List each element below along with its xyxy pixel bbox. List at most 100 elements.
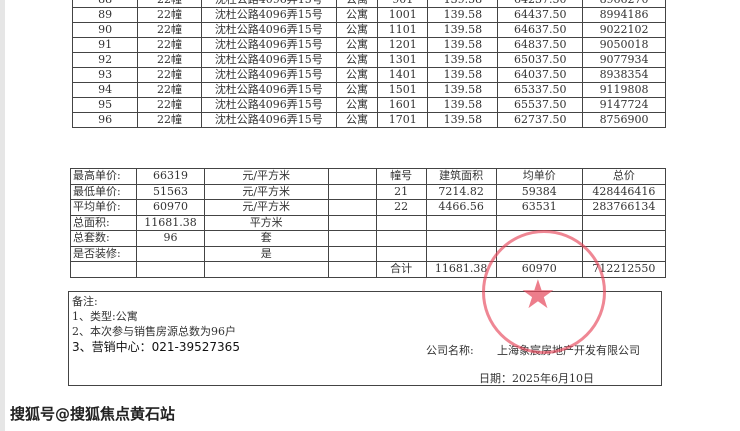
table-cell: 21: [375, 183, 427, 200]
company-label: 公司名称:: [426, 344, 474, 357]
table-cell: 9050018: [582, 37, 666, 53]
table-cell: 59384: [495, 183, 583, 200]
table-cell: 8756900: [582, 112, 666, 128]
table-cell: 公寓: [335, 7, 379, 23]
table-cell: [136, 245, 205, 262]
table-cell: 公寓: [335, 37, 379, 53]
table-cell: 22幢: [137, 97, 202, 113]
table-cell: 64437.50: [497, 7, 584, 23]
table-cell: 139.58: [427, 52, 499, 68]
table-row: 最低单价: 51563 元/平方米 21 7214.82 59384 428446416: [69, 183, 667, 200]
table-cell: 总套数:: [69, 230, 138, 247]
table-cell: 139.58: [427, 0, 499, 8]
table-cell: [327, 168, 377, 185]
watermark: 搜狐号@搜狐焦点黄石站: [10, 405, 176, 423]
table-cell: 712212550: [581, 261, 667, 278]
table-cell: 公寓: [335, 52, 379, 68]
table-row: 89 22幢 沈杜公路4096弄15号 公寓 1001 139.58 64437.50 899…: [71, 7, 666, 23]
table-cell: 沈杜公路4096弄15号: [200, 7, 337, 23]
table-cell: [495, 230, 583, 247]
table-cell: 7214.82: [425, 183, 497, 200]
table-cell: 139.58: [427, 22, 499, 38]
table-cell: 最低单价:: [69, 183, 138, 200]
table-cell: 平均单价:: [69, 199, 138, 216]
table-row: 合计 11681.38 60970 712212550: [69, 261, 667, 278]
table-cell: 94: [71, 82, 139, 98]
table-cell: [375, 245, 427, 262]
table-cell: 92: [71, 52, 139, 68]
summary-table: 最高单价: 66319 元/平方米 幢号 建筑面积 均单价 总价 最低单价: 51563 元/平方…: [69, 168, 667, 278]
table-cell: 283766134: [581, 199, 667, 216]
table-cell: 1101: [377, 22, 429, 38]
table-row: 90 22幢 沈杜公路4096弄15号 公寓 1101 139.58 64637.50 902…: [71, 22, 666, 38]
table-cell: 1201: [377, 37, 429, 53]
table-cell: [327, 245, 377, 262]
table-row: 8822幢沈杜公路4096弄15号公寓901139.5864237.508966…: [71, 0, 666, 8]
table-row: 总面积: 11681.38 平方米: [69, 214, 667, 231]
table-cell: 66319: [136, 168, 205, 185]
table-cell: [327, 261, 377, 278]
note-item: 1、类型:公寓: [72, 310, 138, 323]
table-cell: 1501: [377, 82, 429, 98]
table-cell: [136, 261, 205, 278]
table-cell: 平方米: [203, 214, 329, 231]
date: 日期：2025年6月10日: [479, 372, 594, 385]
table-row: 是否装修: 是: [69, 245, 667, 262]
table-cell: 8938354: [582, 67, 666, 83]
table-cell: 公寓: [335, 22, 379, 38]
notes-box: 备注: 1、类型:公寓 2、本次参与销售房源总数为96户 3、营销中心：021-…: [68, 291, 662, 386]
table-cell: 9022102: [582, 22, 666, 38]
table-cell: [69, 261, 138, 278]
table-cell: 1001: [377, 7, 429, 23]
table-cell: 96: [136, 230, 205, 247]
table-cell: 22幢: [137, 0, 202, 8]
table-cell: 139.58: [427, 82, 499, 98]
table-cell: 93: [71, 67, 139, 83]
table-cell: 63531: [495, 199, 583, 216]
table-cell: 元/平方米: [203, 168, 329, 185]
table-cell: [425, 230, 497, 247]
table-cell: 是: [203, 245, 329, 262]
table-cell: [327, 230, 377, 247]
table-cell: 公寓: [335, 0, 379, 8]
table-cell: 元/平方米: [203, 199, 329, 216]
table-cell: [425, 245, 497, 262]
table-cell: 65037.50: [497, 52, 584, 68]
table-cell: 9119808: [582, 82, 666, 98]
table-cell: 1301: [377, 52, 429, 68]
table-cell: 总面积:: [69, 214, 138, 231]
table-cell: 11681.38: [425, 261, 497, 278]
table-row: 最高单价: 66319 元/平方米 幢号 建筑面积 均单价 总价: [69, 168, 667, 185]
table-cell: 套: [203, 230, 329, 247]
table-cell: 51563: [136, 183, 205, 200]
table-cell: 沈杜公路4096弄15号: [200, 22, 337, 38]
note-item: 2、本次参与销售房源总数为96户: [72, 325, 236, 338]
table-cell: 91: [71, 37, 139, 53]
table-cell: 沈杜公路4096弄15号: [200, 37, 337, 53]
table-cell: 22幢: [137, 67, 202, 83]
table-cell: 沈杜公路4096弄15号: [200, 112, 337, 128]
table-cell: 64037.50: [497, 67, 584, 83]
table-cell: 公寓: [335, 112, 379, 128]
table-cell: 22幢: [137, 37, 202, 53]
table-row: 92 22幢 沈杜公路4096弄15号 公寓 1301 139.58 65037.50 907…: [71, 52, 666, 68]
table-row: 91 22幢 沈杜公路4096弄15号 公寓 1201 139.58 64837.50 905…: [71, 37, 666, 53]
left-edge: [0, 0, 5, 431]
table-cell: [495, 245, 583, 262]
table-cell: 64837.50: [497, 37, 584, 53]
table-cell: 公寓: [335, 82, 379, 98]
table-cell: 9147724: [582, 97, 666, 113]
table-cell: 62737.50: [497, 112, 584, 128]
table-cell: 88: [71, 0, 139, 8]
table-cell: 22幢: [137, 22, 202, 38]
table-cell: 65537.50: [497, 97, 584, 113]
table-cell: 合计: [375, 261, 427, 278]
table-cell: 总价: [581, 168, 667, 185]
table-cell: 8966270: [582, 0, 666, 8]
table-cell: 22幢: [137, 82, 202, 98]
table-cell: 22幢: [137, 52, 202, 68]
company-name: 上海象宸房地产开发有限公司: [497, 344, 640, 357]
table-cell: [375, 214, 427, 231]
table-row: 96 22幢 沈杜公路4096弄15号 公寓 1701 139.58 62737.50 875…: [71, 112, 666, 128]
table-cell: 沈杜公路4096弄15号: [200, 82, 337, 98]
